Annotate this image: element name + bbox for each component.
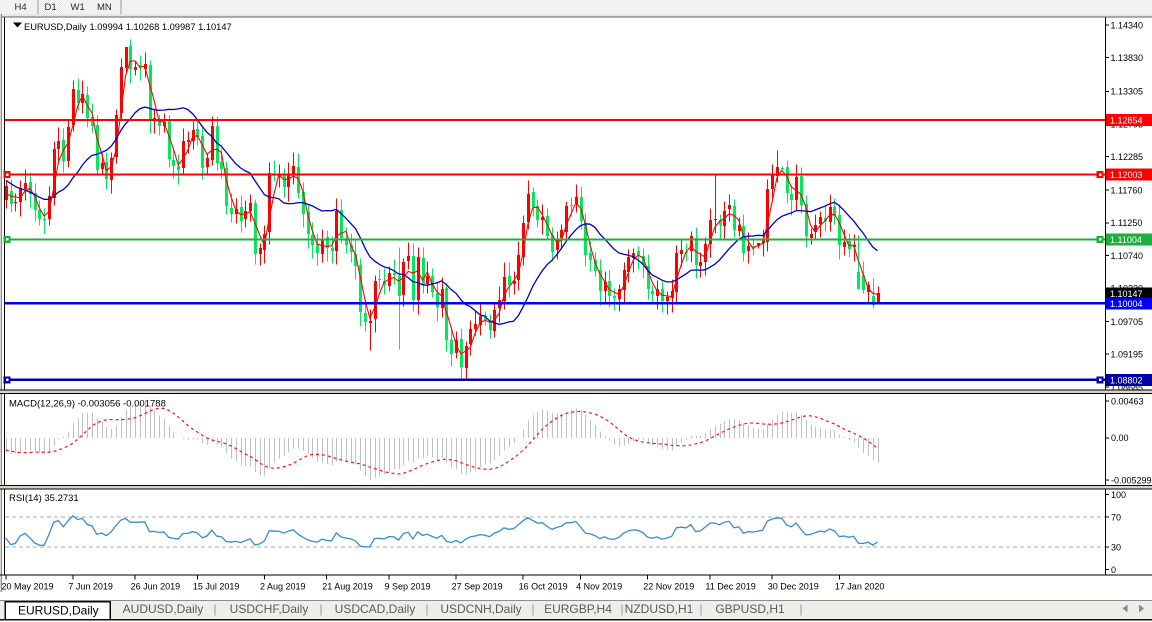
svg-text:MACD(12,26,9) -0.003056 -0.001: MACD(12,26,9) -0.003056 -0.001788 — [9, 399, 166, 410]
svg-text:11 Dec 2019: 11 Dec 2019 — [705, 582, 755, 592]
svg-text:17 Jan 2020: 17 Jan 2020 — [835, 582, 885, 592]
svg-text:1.10004: 1.10004 — [1110, 299, 1143, 309]
svg-text:GBPUSD,H1: GBPUSD,H1 — [715, 602, 785, 616]
svg-text:RSI(14) 35.2731: RSI(14) 35.2731 — [9, 493, 79, 504]
svg-text:2 Aug 2019: 2 Aug 2019 — [260, 582, 306, 592]
svg-text:H4: H4 — [15, 2, 27, 13]
svg-text:EURGBP,H4: EURGBP,H4 — [544, 602, 612, 616]
svg-text:9 Sep 2019: 9 Sep 2019 — [385, 582, 431, 592]
svg-text:30 Dec 2019: 30 Dec 2019 — [768, 582, 819, 592]
svg-text:4 Nov 2019: 4 Nov 2019 — [576, 582, 622, 592]
svg-text:27 Sep 2019: 27 Sep 2019 — [452, 582, 503, 592]
svg-text:EURUSD,Daily: EURUSD,Daily — [18, 604, 99, 618]
svg-text:70: 70 — [1111, 512, 1121, 522]
svg-text:22 Nov 2019: 22 Nov 2019 — [643, 582, 694, 592]
svg-text:1.11004: 1.11004 — [1110, 235, 1142, 245]
svg-text:USDCNH,Daily: USDCNH,Daily — [440, 602, 521, 616]
svg-text:1.13830: 1.13830 — [1111, 53, 1144, 63]
svg-text:D1: D1 — [45, 2, 57, 13]
svg-text:1.09195: 1.09195 — [1111, 350, 1144, 360]
svg-text:MN: MN — [97, 2, 112, 13]
svg-text:1.11760: 1.11760 — [1111, 186, 1143, 196]
svg-text:0.00: 0.00 — [1111, 433, 1129, 443]
svg-text:AUDUSD,Daily: AUDUSD,Daily — [123, 602, 204, 616]
svg-text:USDCHF,Daily: USDCHF,Daily — [230, 602, 309, 616]
svg-text:15 Jul 2019: 15 Jul 2019 — [193, 582, 240, 592]
svg-text:0.00463: 0.00463 — [1111, 396, 1144, 406]
svg-text:-0.005299: -0.005299 — [1111, 475, 1152, 485]
svg-text:1.12285: 1.12285 — [1111, 152, 1144, 162]
svg-text:16 Oct 2019: 16 Oct 2019 — [519, 582, 568, 592]
svg-text:EURUSD,Daily: EURUSD,Daily — [24, 22, 87, 32]
svg-text:20 May 2019: 20 May 2019 — [2, 582, 54, 592]
svg-text:USDCAD,Daily: USDCAD,Daily — [335, 602, 416, 616]
svg-text:1.08685: 1.08685 — [1111, 382, 1144, 392]
svg-text:1.12003: 1.12003 — [1110, 170, 1143, 180]
svg-text:1.14340: 1.14340 — [1111, 21, 1144, 31]
svg-text:NZDUSD,H1: NZDUSD,H1 — [625, 602, 694, 616]
svg-text:30: 30 — [1111, 542, 1121, 552]
svg-text:W1: W1 — [71, 2, 85, 13]
svg-text:1.10147: 1.10147 — [1110, 289, 1143, 299]
svg-text:1.08802: 1.08802 — [1110, 376, 1143, 386]
svg-text:1.10740: 1.10740 — [1111, 251, 1144, 261]
svg-text:7 Jun 2019: 7 Jun 2019 — [68, 582, 113, 592]
svg-text:100: 100 — [1111, 490, 1126, 500]
svg-text:1.09994 1.10268 1.09987 1.1014: 1.09994 1.10268 1.09987 1.10147 — [90, 22, 232, 32]
svg-text:1.11250: 1.11250 — [1111, 218, 1143, 228]
svg-text:1.09705: 1.09705 — [1111, 317, 1144, 327]
svg-text:26 Jun 2019: 26 Jun 2019 — [131, 582, 181, 592]
svg-text:1.13305: 1.13305 — [1111, 87, 1144, 97]
svg-text:21 Aug 2019: 21 Aug 2019 — [322, 582, 373, 592]
svg-text:0: 0 — [1111, 565, 1116, 575]
svg-text:1.12854: 1.12854 — [1110, 116, 1143, 126]
